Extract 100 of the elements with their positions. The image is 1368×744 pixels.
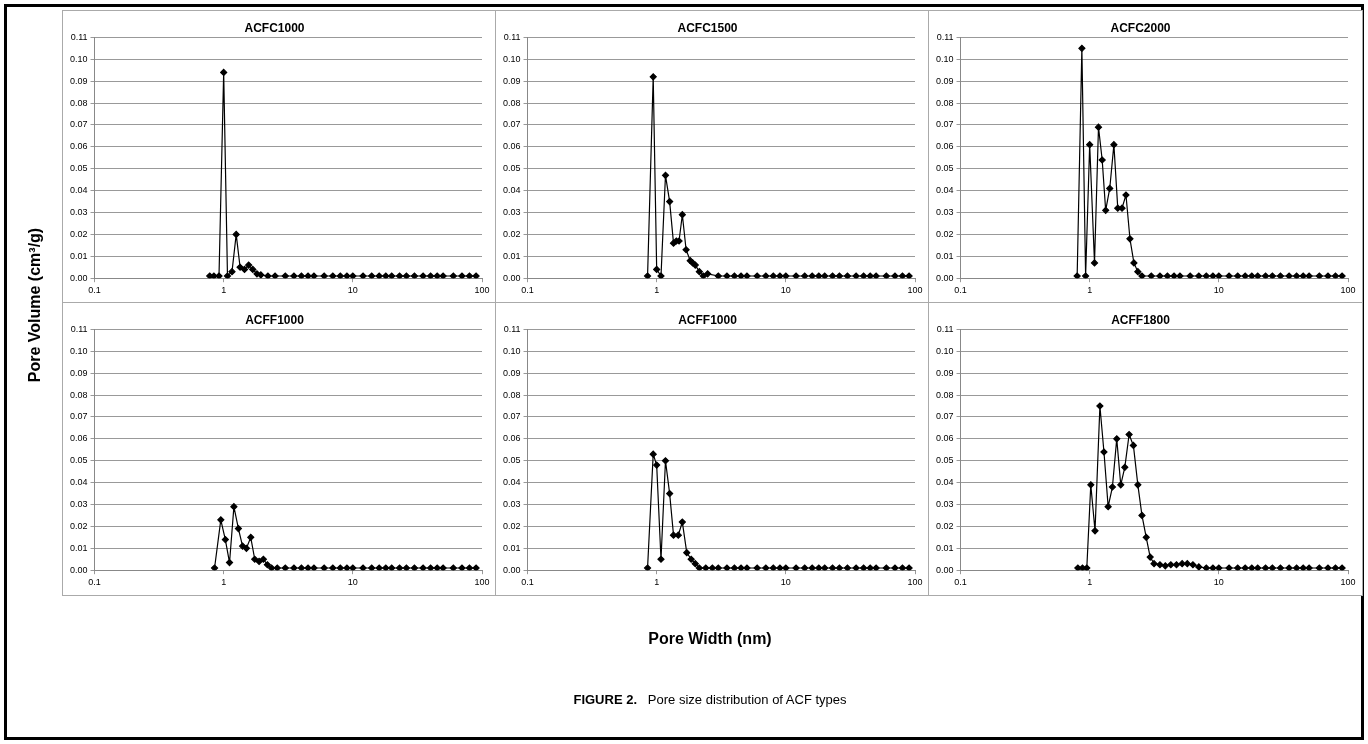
- y-tick-label: 0.08: [69, 389, 88, 400]
- y-tick-label: 0.00: [502, 564, 521, 575]
- x-tick-label: 1: [221, 285, 227, 296]
- y-tick-label: 0.09: [935, 75, 954, 86]
- chart-title: ACFC1000: [244, 20, 305, 35]
- y-tick-label: 0.06: [502, 141, 521, 152]
- y-tick-label: 0.06: [69, 141, 88, 152]
- y-tick-label: 0.02: [935, 520, 954, 531]
- y-tick-label: 0.01: [69, 542, 88, 553]
- x-tick-label: 100: [1340, 285, 1356, 296]
- y-tick-label: 0.01: [935, 250, 954, 261]
- x-tick-label: 0.1: [954, 285, 967, 296]
- x-tick-label: 10: [1213, 577, 1224, 588]
- y-tick-label: 0.06: [69, 433, 88, 444]
- y-tick-label: 0.07: [935, 411, 954, 422]
- y-tick-label: 0.07: [502, 411, 521, 422]
- x-tick-label: 0.1: [521, 577, 534, 588]
- y-tick-label: 0.02: [935, 228, 954, 239]
- y-tick-label: 0.11: [70, 323, 88, 334]
- chart-title: ACFC2000: [1110, 20, 1171, 35]
- y-tick-label: 0.07: [502, 119, 521, 130]
- y-tick-label: 0.01: [502, 250, 521, 261]
- y-tick-label: 0.10: [69, 345, 88, 356]
- y-tick-label: 0.09: [935, 367, 954, 378]
- y-tick-label: 0.07: [69, 119, 88, 130]
- y-tick-label: 0.11: [936, 31, 954, 42]
- y-tick-label: 0.00: [935, 564, 954, 575]
- y-tick-label: 0.11: [936, 323, 954, 334]
- y-tick-label: 0.05: [502, 455, 521, 466]
- y-tick-label: 0.04: [935, 185, 954, 196]
- y-tick-label: 0.09: [69, 75, 88, 86]
- y-tick-label: 0.03: [69, 499, 88, 510]
- chart-title: ACFF1000: [245, 312, 305, 327]
- y-tick-label: 0.10: [69, 53, 88, 64]
- y-tick-label: 0.02: [69, 228, 88, 239]
- y-tick-label: 0.11: [503, 31, 521, 42]
- y-tick-label: 0.05: [69, 163, 88, 174]
- y-tick-label: 0.03: [69, 207, 88, 218]
- x-tick-label: 10: [1213, 285, 1224, 296]
- y-tick-label: 0.07: [69, 411, 88, 422]
- y-tick-label: 0.03: [935, 207, 954, 218]
- y-tick-label: 0.05: [69, 455, 88, 466]
- y-tick-label: 0.10: [502, 345, 521, 356]
- y-tick-label: 0.00: [502, 272, 521, 283]
- x-tick-label: 100: [907, 577, 923, 588]
- x-tick-label: 0.1: [88, 285, 101, 296]
- y-tick-label: 0.00: [935, 272, 954, 283]
- y-tick-label: 0.04: [502, 185, 521, 196]
- y-tick-label: 0.09: [502, 75, 521, 86]
- y-tick-label: 0.04: [69, 185, 88, 196]
- y-tick-label: 0.09: [502, 367, 521, 378]
- y-tick-label: 0.10: [935, 53, 954, 64]
- y-tick-label: 0.05: [935, 455, 954, 466]
- y-tick-label: 0.03: [502, 207, 521, 218]
- y-tick-label: 0.06: [502, 433, 521, 444]
- x-tick-label: 1: [221, 577, 227, 588]
- x-tick-label: 0.1: [954, 577, 967, 588]
- caption: FIGURE 2. Pore size distribution of ACF types: [572, 692, 848, 707]
- y-tick-label: 0.08: [935, 97, 954, 108]
- y-tick-label: 0.07: [935, 119, 954, 130]
- y-tick-label: 0.10: [935, 345, 954, 356]
- y-tick-label: 0.05: [935, 163, 954, 174]
- y-tick-label: 0.08: [502, 97, 521, 108]
- y-tick-label: 0.10: [502, 53, 521, 64]
- x-tick-label: 100: [907, 285, 923, 296]
- x-tick-label: 1: [654, 577, 660, 588]
- y-tick-label: 0.06: [935, 141, 954, 152]
- y-tick-label: 0.11: [503, 323, 521, 334]
- x-tick-label: 10: [347, 577, 358, 588]
- y-tick-label: 0.03: [935, 499, 954, 510]
- y-tick-label: 0.02: [69, 520, 88, 531]
- y-tick-label: 0.00: [69, 272, 88, 283]
- x-tick-label: 100: [474, 285, 490, 296]
- y-tick-label: 0.04: [935, 477, 954, 488]
- y-tick-label: 0.01: [935, 542, 954, 553]
- y-tick-label: 0.11: [70, 31, 88, 42]
- y-tick-label: 0.08: [69, 97, 88, 108]
- x-tick-label: 10: [780, 285, 791, 296]
- x-tick-label: 10: [780, 577, 791, 588]
- chart-title: ACFC1500: [677, 20, 738, 35]
- chart-title: ACFF1800: [1111, 312, 1171, 327]
- y-tick-label: 0.01: [502, 542, 521, 553]
- y-tick-label: 0.08: [502, 389, 521, 400]
- chart-title: ACFF1000: [678, 312, 738, 327]
- x-tick-label: 0.1: [521, 285, 534, 296]
- y-tick-label: 0.02: [502, 228, 521, 239]
- x-tick-label: 0.1: [88, 577, 101, 588]
- y-tick-label: 0.03: [502, 499, 521, 510]
- y-tick-label: 0.04: [502, 477, 521, 488]
- y-tick-label: 0.01: [69, 250, 88, 261]
- x-tick-label: 1: [1087, 577, 1093, 588]
- y-tick-label: 0.06: [935, 433, 954, 444]
- y-tick-label: 0.00: [69, 564, 88, 575]
- x-tick-label: 100: [474, 577, 490, 588]
- y-tick-label: 0.04: [69, 477, 88, 488]
- y-tick-label: 0.05: [502, 163, 521, 174]
- y-axis-title: Pore Volume (cm³/g): [26, 227, 44, 383]
- x-tick-label: 1: [1087, 285, 1093, 296]
- y-tick-label: 0.09: [69, 367, 88, 378]
- x-tick-label: 10: [347, 285, 358, 296]
